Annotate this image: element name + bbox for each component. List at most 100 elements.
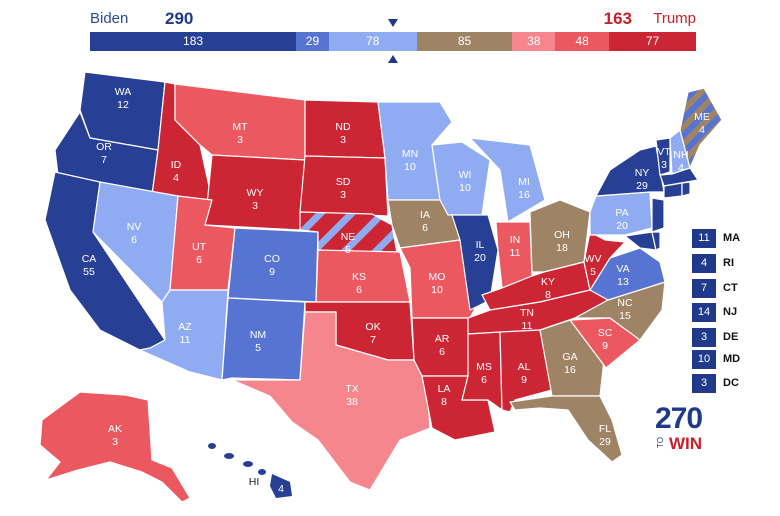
state-ev-ne: 5: [345, 244, 351, 256]
state-ev-id: 4: [173, 172, 179, 184]
state-ev-ny: 29: [636, 180, 648, 192]
state-ny[interactable]: [595, 145, 665, 197]
state-ev-ia: 6: [422, 222, 428, 234]
state-ev-hi: 4: [278, 483, 284, 495]
state-label-ny: NY: [635, 167, 650, 179]
state-ev-fl: 29: [599, 436, 611, 448]
state-ev-al: 9: [521, 374, 527, 386]
state-ev-wv: 5: [590, 266, 596, 278]
bar-segment-likely-dem[interactable]: 29: [296, 32, 329, 51]
state-ev-nd: 3: [340, 134, 346, 146]
270towin-logo[interactable]: 270 TO WIN: [655, 402, 703, 454]
state-label-ak: AK: [108, 423, 122, 435]
state-label-mi: MI: [518, 176, 530, 188]
state-label-vt: VT: [657, 146, 671, 158]
state-fl[interactable]: [509, 395, 623, 463]
state-ev-az: 11: [180, 334, 191, 346]
state-ev-ut: 6: [196, 254, 202, 266]
small-state-ev: 3: [692, 373, 716, 393]
state-label-az: AZ: [178, 321, 192, 333]
bar-segment-safe-dem[interactable]: 183: [90, 32, 297, 51]
state-sd[interactable]: [299, 155, 389, 217]
state-label-sd: SD: [336, 176, 351, 188]
state-ev-tx: 38: [346, 396, 358, 408]
state-label-ks: KS: [352, 271, 366, 283]
state-label-co: CO: [264, 253, 280, 265]
270-marker-bottom-icon: [388, 55, 398, 63]
small-state-abbr: MA: [723, 232, 741, 244]
state-ev-ak: 3: [112, 436, 118, 448]
logo-number: 270: [655, 402, 703, 435]
small-state-abbr: DC: [723, 377, 739, 389]
state-md[interactable]: [624, 231, 657, 251]
small-state-ev: 7: [692, 278, 716, 298]
small-state-row-nj[interactable]: 14 NJ: [692, 302, 737, 322]
state-label-nd: ND: [335, 121, 351, 133]
trump-total: 163: [603, 9, 632, 28]
state-ev-vt: 3: [661, 159, 667, 171]
state-label-tn: TN: [520, 307, 534, 319]
small-state-ev: 11: [692, 228, 716, 248]
state-label-nc: NC: [617, 297, 633, 309]
state-ev-il: 20: [474, 252, 486, 264]
small-state-abbr: NJ: [723, 306, 738, 318]
state-ri[interactable]: [681, 181, 691, 197]
state-ev-nm: 5: [255, 342, 261, 354]
small-state-row-ri[interactable]: 4 RI: [692, 253, 734, 273]
state-ev-oh: 18: [556, 242, 568, 254]
state-ma[interactable]: [659, 167, 699, 187]
state-ev-ms: 6: [481, 374, 487, 386]
state-nj[interactable]: [651, 197, 665, 233]
electoral-vote-bar: 183 29 78 85 38 48 77: [90, 32, 696, 51]
state-ev-ky: 8: [545, 289, 551, 301]
state-ev-me: 4: [699, 124, 705, 136]
state-ga[interactable]: [539, 319, 605, 397]
state-me[interactable]: [679, 87, 723, 169]
state-ev-ca: 55: [83, 266, 95, 278]
state-label-ia: IA: [420, 209, 430, 221]
bar-segment-tilt-rep[interactable]: 38: [512, 32, 556, 51]
logo-win: WIN: [669, 434, 703, 453]
270-marker-top-icon: [388, 19, 398, 27]
bar-segment-likely-rep[interactable]: 48: [555, 32, 610, 51]
state-ev-va: 13: [617, 276, 629, 288]
state-ev-ga: 16: [564, 364, 576, 376]
state-de[interactable]: [651, 231, 661, 251]
state-hi[interactable]: [208, 443, 292, 498]
state-tx[interactable]: [231, 311, 431, 491]
small-state-row-de[interactable]: 3 DE: [692, 327, 738, 347]
state-nm[interactable]: [221, 297, 306, 381]
state-label-oh: OH: [554, 229, 570, 241]
small-state-abbr: MD: [723, 353, 741, 365]
state-ev-nc: 15: [619, 310, 631, 322]
small-state-row-ct[interactable]: 7 CT: [692, 278, 738, 298]
state-label-ar: AR: [435, 333, 450, 345]
state-label-in: IN: [510, 234, 521, 246]
state-vt[interactable]: [655, 137, 671, 176]
small-state-row-ma[interactable]: 11 MA: [692, 228, 740, 248]
biden-label: Biden: [90, 10, 129, 27]
state-ct[interactable]: [663, 182, 683, 199]
bar-segment-lean-dem[interactable]: 78: [328, 32, 417, 51]
biden-total: 290: [165, 9, 194, 28]
state-mi[interactable]: [469, 137, 546, 223]
small-state-row-dc[interactable]: 3 DC: [692, 373, 739, 393]
state-ev-mi: 16: [518, 189, 530, 201]
state-label-wi: WI: [459, 169, 472, 181]
bar-segment-safe-rep[interactable]: 77: [609, 32, 696, 51]
state-ev-pa: 20: [616, 220, 628, 232]
state-ev-or: 7: [101, 154, 107, 166]
state-co[interactable]: [227, 227, 319, 303]
state-label-wv: WV: [585, 253, 602, 265]
state-ak[interactable]: [39, 391, 191, 503]
state-ev-in: 11: [510, 247, 521, 259]
small-state-row-md[interactable]: 10 MD: [692, 349, 740, 369]
bar-segment-tossup[interactable]: 85: [416, 32, 513, 51]
state-ev-sc: 9: [602, 340, 608, 352]
state-label-nh: NH: [673, 149, 688, 161]
state-label-ne: NE: [341, 231, 356, 243]
state-label-fl: FL: [599, 423, 611, 435]
state-label-al: AL: [518, 361, 531, 373]
state-label-wy: WY: [247, 187, 264, 199]
